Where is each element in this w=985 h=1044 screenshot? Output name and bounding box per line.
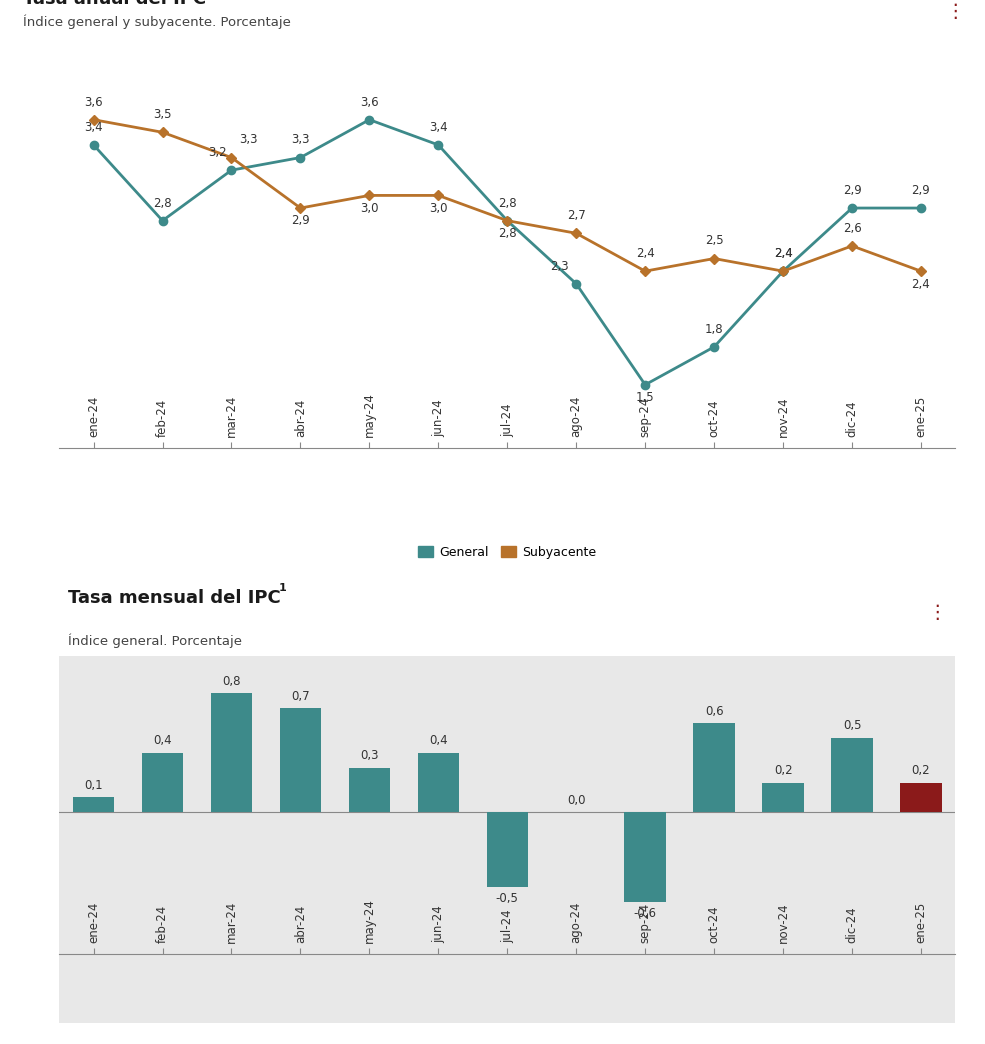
Text: 3,6: 3,6	[361, 96, 378, 109]
Text: 2,3: 2,3	[551, 260, 569, 272]
Text: 2,9: 2,9	[911, 184, 931, 197]
Text: 2,4: 2,4	[773, 247, 793, 260]
Text: 3,4: 3,4	[85, 121, 102, 134]
Text: 3,2: 3,2	[208, 146, 227, 159]
Bar	[900, 783, 942, 812]
Bar	[487, 812, 528, 886]
Text: 2,4: 2,4	[911, 278, 931, 290]
Text: 2,4: 2,4	[773, 247, 793, 260]
Text: Índice general y subyacente. Porcentaje: Índice general y subyacente. Porcentaje	[24, 15, 292, 29]
Text: 2,8: 2,8	[154, 196, 171, 210]
Text: 0,4: 0,4	[429, 734, 447, 748]
Text: 0,3: 0,3	[361, 750, 378, 762]
Text: 2,7: 2,7	[566, 209, 586, 222]
Text: 3,6: 3,6	[85, 96, 102, 109]
Text: 0,5: 0,5	[843, 719, 861, 733]
Text: 2,8: 2,8	[498, 228, 516, 240]
Text: 2,9: 2,9	[842, 184, 862, 197]
Text: 0,2: 0,2	[774, 764, 792, 777]
Text: Índice general. Porcentaje: Índice general. Porcentaje	[68, 634, 242, 648]
Text: 3,5: 3,5	[154, 109, 171, 121]
Text: 0,4: 0,4	[154, 734, 171, 748]
Text: 2,6: 2,6	[842, 221, 862, 235]
Text: Tasa anual del IPC: Tasa anual del IPC	[24, 0, 207, 7]
Text: 2,8: 2,8	[498, 196, 516, 210]
Text: ⋮: ⋮	[945, 2, 964, 21]
Bar	[280, 708, 321, 812]
Text: Tasa mensual del IPC: Tasa mensual del IPC	[68, 589, 281, 607]
Text: 3,0: 3,0	[429, 201, 447, 215]
Text: -0,5: -0,5	[495, 893, 519, 905]
Text: 0,1: 0,1	[85, 779, 102, 792]
Text: 2,5: 2,5	[705, 235, 723, 247]
Bar	[418, 753, 459, 812]
Text: ⋮: ⋮	[927, 603, 947, 622]
Text: 3,0: 3,0	[361, 201, 378, 215]
Text: 3,3: 3,3	[292, 134, 309, 146]
Text: 0,8: 0,8	[223, 674, 240, 688]
Bar	[624, 812, 666, 902]
Text: 2,4: 2,4	[635, 247, 655, 260]
Bar	[211, 693, 252, 812]
Text: 0,6: 0,6	[705, 705, 723, 717]
Bar	[349, 767, 390, 812]
Legend: General, Subyacente: General, Subyacente	[413, 541, 602, 564]
Text: 1: 1	[279, 584, 287, 593]
Text: 3,4: 3,4	[429, 121, 447, 134]
Bar	[831, 738, 873, 812]
Text: 1,8: 1,8	[705, 323, 723, 336]
Text: 3,3: 3,3	[239, 134, 257, 146]
Bar	[693, 723, 735, 812]
Text: 0,2: 0,2	[912, 764, 930, 777]
Bar	[762, 783, 804, 812]
Bar	[142, 753, 183, 812]
Bar	[73, 798, 114, 812]
Text: 0,7: 0,7	[292, 690, 309, 703]
Text: 2,9: 2,9	[291, 214, 310, 228]
Text: 0,0: 0,0	[567, 793, 585, 807]
Text: -0,6: -0,6	[633, 907, 657, 920]
Text: 1,5: 1,5	[636, 392, 654, 404]
